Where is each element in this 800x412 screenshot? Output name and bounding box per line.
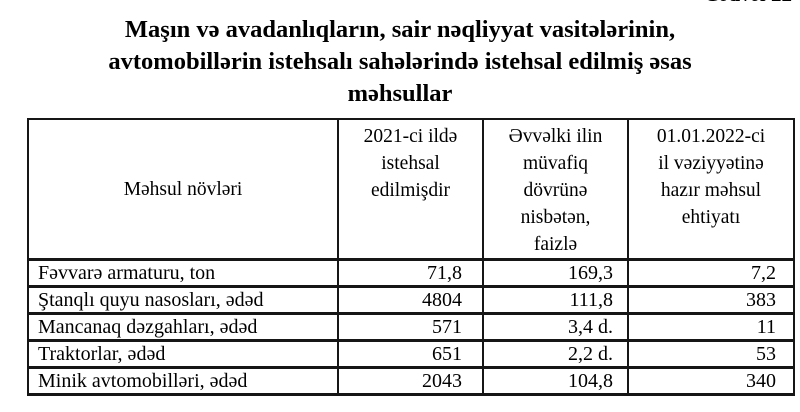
product-name: Ştanqlı quyu nasosları, ədəd bbox=[27, 285, 339, 315]
column-header-vs-previous-year-percent: Əvvəlki ilin müvafiq dövrünə nisbətən, f… bbox=[482, 118, 629, 261]
vs-previous-year-value: 3,4 d. bbox=[482, 312, 629, 342]
column-header-stock-01-01-2022: 01.01.2022-ci il vəziyyətinə hazır məhsu… bbox=[627, 118, 795, 261]
products-table: Məhsul növləri 2021-ci ildə istehsal edi… bbox=[27, 118, 795, 396]
table-header: Məhsul növləri 2021-ci ildə istehsal edi… bbox=[27, 118, 795, 261]
column-header-product-types: Məhsul növləri bbox=[27, 118, 339, 261]
page-title: Maşın və avadanlıqların, sair nəqliyyat … bbox=[108, 16, 692, 107]
stock-value: 7,2 bbox=[627, 258, 795, 288]
table-row: Minik avtomobilləri, ədəd 2043 104,8 340 bbox=[27, 366, 795, 396]
vs-previous-year-value: 104,8 bbox=[482, 366, 629, 396]
product-name: Fəvvarə armaturu, ton bbox=[27, 258, 339, 288]
product-name: Traktorlar, ədəd bbox=[27, 339, 339, 369]
vs-previous-year-value: 169,3 bbox=[482, 258, 629, 288]
stock-value: 53 bbox=[627, 339, 795, 369]
table-number-note-clipped: Cədvəl 22 bbox=[704, 0, 792, 5]
stock-value: 383 bbox=[627, 285, 795, 315]
table-row: Fəvvarə armaturu, ton 71,8 169,3 7,2 bbox=[27, 258, 795, 288]
produced-2021-value: 651 bbox=[337, 339, 484, 369]
table-row: Mancanaq dəzgahları, ədəd 571 3,4 d. 11 bbox=[27, 312, 795, 342]
vs-previous-year-value: 111,8 bbox=[482, 285, 629, 315]
stock-value: 11 bbox=[627, 312, 795, 342]
table-body: Fəvvarə armaturu, ton 71,8 169,3 7,2 Şta… bbox=[27, 258, 795, 396]
product-name: Mancanaq dəzgahları, ədəd bbox=[27, 312, 339, 342]
table-row: Traktorlar, ədəd 651 2,2 d. 53 bbox=[27, 339, 795, 369]
produced-2021-value: 71,8 bbox=[337, 258, 484, 288]
table-row: Ştanqlı quyu nasosları, ədəd 4804 111,8 … bbox=[27, 285, 795, 315]
vs-previous-year-value: 2,2 d. bbox=[482, 339, 629, 369]
column-header-produced-2021: 2021-ci ildə istehsal edilmişdir bbox=[337, 118, 484, 261]
product-name: Minik avtomobilləri, ədəd bbox=[27, 366, 339, 396]
produced-2021-value: 2043 bbox=[337, 366, 484, 396]
produced-2021-value: 571 bbox=[337, 312, 484, 342]
stock-value: 340 bbox=[627, 366, 795, 396]
header-row: Məhsul növləri 2021-ci ildə istehsal edi… bbox=[27, 118, 795, 261]
produced-2021-value: 4804 bbox=[337, 285, 484, 315]
